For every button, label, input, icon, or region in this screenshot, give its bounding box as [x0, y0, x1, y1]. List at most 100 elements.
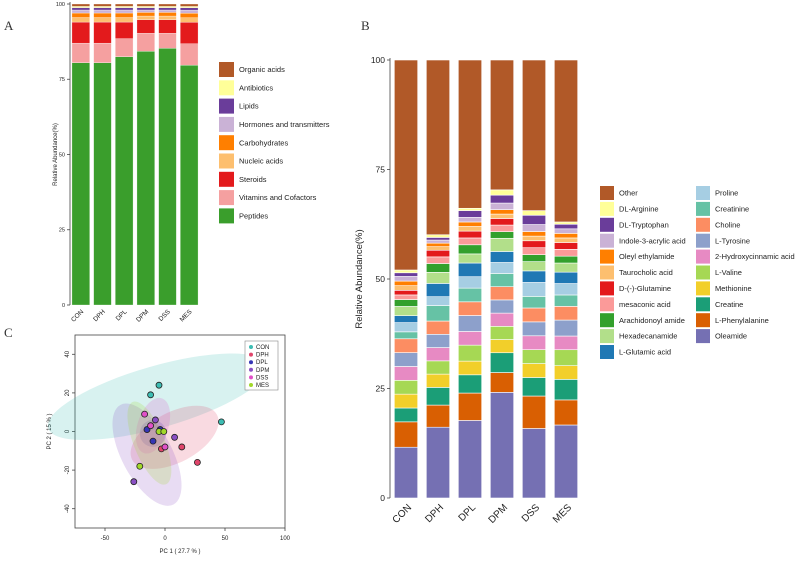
legend-label-hormones-and-transmitters: Hormones and transmitters: [239, 120, 330, 129]
legend-label-dpl: DPL: [256, 360, 268, 366]
bar-segment-organic-acids-dss: [158, 3, 177, 7]
bar-segment-dl-arginine-dpm: [490, 189, 514, 196]
x-tick-label: DPL: [457, 502, 479, 524]
bar-segment-lipids-con: [71, 7, 90, 11]
bar-segment-vitamins-and-cofactors-con: [71, 42, 90, 63]
y-tick-label: -20: [65, 465, 71, 474]
bar-segment-peptides-dph: [93, 62, 112, 306]
legend-swatch-organic-acids: [219, 62, 234, 77]
bar-segment-carbohydrates-mes: [180, 13, 199, 18]
bar-segment-2-hydroxycinnamic-acid-dpl: [458, 331, 482, 346]
bar-segment-hormones-and-transmitters-mes: [180, 9, 199, 14]
legend-swatch-indole-3-acrylic-acid: [600, 233, 614, 248]
bar-segment-taurocholic-acid-dss: [522, 235, 546, 242]
legend-label-dl-arginine: DL-Arginine: [619, 205, 659, 214]
bar-segment-2-hydroxycinnamic-acid-dph: [426, 347, 450, 362]
bar-segment-hormones-and-transmitters-dss: [158, 9, 177, 13]
legend-marker-dpl: [249, 360, 253, 365]
x-tick-label: 0: [163, 536, 167, 542]
panel-label-c: C: [4, 325, 13, 340]
legend-swatch-l-phenylalanine: [696, 313, 710, 328]
bar-segment-2-hydroxycinnamic-acid-dss: [522, 335, 546, 350]
bar-segment-indole-3-acrylic-acid-dph: [426, 239, 450, 244]
bar-segment-lipids-mes: [180, 7, 199, 11]
bar-segment-steroids-dph: [93, 21, 112, 44]
legend-label-mes: MES: [256, 383, 269, 389]
legend-marker-dph: [249, 352, 253, 357]
point-con-1: [155, 381, 163, 389]
bar-segment-hormones-and-transmitters-dph: [93, 9, 112, 14]
x-axis-title: PC 1 ( 27.7 % ): [159, 549, 200, 555]
bar-segment-oleyl-ethylamide-mes: [554, 233, 578, 239]
bar-segment-organic-acids-dph: [93, 3, 112, 7]
bar-segment-l-phenylalanine-dss: [522, 395, 546, 429]
x-tick-label: MES: [551, 502, 574, 525]
legend-label-lipids: Lipids: [239, 102, 259, 111]
legend-swatch-vitamins-and-cofactors: [219, 190, 234, 206]
legend-label-antibiotics: Antibiotics: [239, 83, 273, 92]
legend-label-other: Other: [619, 189, 638, 198]
point-mes-3: [160, 428, 168, 435]
legend-label-choline: Choline: [715, 220, 740, 229]
bar-segment-peptides-dpl: [115, 56, 134, 306]
bar-segment-carbohydrates-dpm: [136, 12, 155, 17]
legend-label-l-tyrosine: L-Tyrosine: [715, 236, 750, 245]
legend-marker-con: [249, 345, 253, 349]
legend-swatch-mesaconic-acid: [600, 297, 614, 312]
legend-label-dl-tryptophan: DL-Tryptophan: [619, 220, 669, 229]
legend-swatch-l-valine: [696, 265, 710, 280]
bar-segment-hexadecanamide-mes: [554, 262, 578, 273]
bar-segment-taurocholic-acid-mes: [554, 237, 578, 243]
bar-segment-mesaconic-acid-dpm: [490, 224, 514, 232]
bar-segment-choline-con: [394, 338, 418, 353]
panel-label-b: B: [361, 18, 370, 33]
bar-segment-d-glutamine-con: [394, 290, 418, 296]
legend-swatch-taurocholic-acid: [600, 265, 614, 280]
bar-segment-d-glutamine-dpl: [458, 230, 482, 239]
bar-segment-carbohydrates-con: [71, 12, 90, 18]
bar-segment-oleyl-ethylamide-dss: [522, 231, 546, 237]
legend-marker-dss: [249, 375, 253, 380]
bar-segment-lipids-dpl: [115, 7, 134, 11]
bar-segment-methionine-dph: [426, 373, 450, 388]
bar-segment-nucleic-acids-dph: [93, 17, 112, 23]
bar-segment-2-hydroxycinnamic-acid-con: [394, 366, 418, 381]
bar-segment-l-phenylalanine-dpl: [458, 392, 482, 421]
bar-segment-proline-dph: [426, 296, 450, 306]
bar-segment-l-valine-con: [394, 380, 418, 395]
point-con-3: [217, 418, 225, 426]
bar-segment-indole-3-acrylic-acid-dss: [522, 224, 546, 232]
legend-label-l-glutamic-acid: L-Glutamic acid: [619, 348, 671, 357]
bar-segment-other-dpl: [458, 59, 482, 209]
x-tick-label: DPH: [423, 502, 446, 525]
y-tick-label: 25: [59, 228, 65, 234]
bar-segment-steroids-dpl: [115, 21, 134, 39]
bar-segment-creatine-con: [394, 407, 418, 423]
panel-a-stacked-bar-chart: 0 25 50 75 100 Relative Abundance(%) CON DPH DPL…: [53, 2, 330, 324]
bar-segment-dl-tryptophan-dpl: [458, 210, 482, 218]
bar-segment-arachidonoyl-amide-mes: [554, 255, 578, 264]
bar-segment-vitamins-and-cofactors-dph: [93, 42, 112, 63]
point-dph-1: [193, 458, 201, 466]
legend-marker-mes: [249, 383, 253, 387]
bar-segment-other-dpm: [490, 59, 514, 191]
bar-segment-oleamide-dpm: [490, 392, 514, 499]
confidence-ellipse-con: [47, 353, 268, 440]
y-axis-title: PC 2 ( 15 % ): [47, 413, 53, 449]
x-tick-label: DPM: [135, 308, 150, 323]
bar-segment-other-dss: [522, 59, 546, 211]
legend-label-oleyl-ethylamide: Oleyl ethylamide: [619, 252, 674, 261]
bar-segment-l-glutamic-acid-dpl: [458, 262, 482, 278]
y-axis-title: Relative Abundance(%): [354, 229, 365, 328]
x-tick-label: DPM: [487, 502, 511, 526]
bar-segment-dl-arginine-dpl: [458, 207, 482, 211]
bar-segment-lipids-dpm: [136, 7, 155, 11]
bar-segment-peptides-dpm: [136, 51, 155, 306]
bar-segment-d-glutamine-dpm: [490, 218, 514, 226]
legend-swatch-dl-tryptophan: [600, 217, 614, 232]
bar-segment-other-con: [394, 59, 418, 271]
legend-label-l-phenylalanine: L-Phenylalanine: [715, 316, 769, 325]
bar-segment-vitamins-and-cofactors-mes: [180, 43, 199, 66]
y-tick-label: 75: [376, 164, 386, 174]
legend-label-con: CON: [256, 345, 269, 351]
